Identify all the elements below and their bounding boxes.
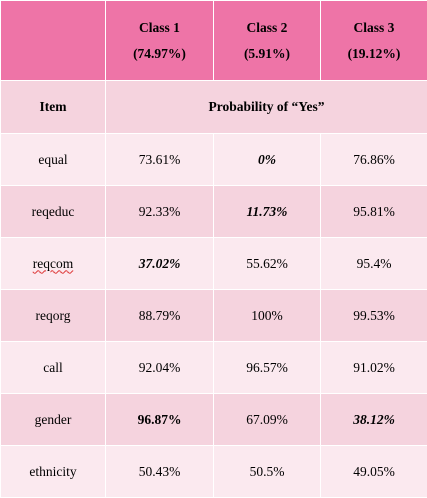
- item-name: equal: [1, 134, 106, 186]
- item-name: reqorg: [1, 290, 106, 342]
- item-name: reqcom: [1, 238, 106, 290]
- spellcheck-underline-text: reqcom: [33, 256, 73, 271]
- table-row: reqorg 88.79% 100% 99.53%: [1, 290, 427, 342]
- value-cell: 38.12%: [321, 394, 427, 446]
- value-cell: 92.04%: [106, 342, 214, 394]
- class-2-name: Class 2: [214, 15, 320, 41]
- value-cell: 95.4%: [321, 238, 427, 290]
- table-row: reqcom 37.02% 55.62% 95.4%: [1, 238, 427, 290]
- class-1-name: Class 1: [106, 15, 213, 41]
- value-cell: 99.53%: [321, 290, 427, 342]
- value-cell: 96.87%: [106, 394, 214, 446]
- probability-label: Probability of “Yes”: [106, 81, 427, 134]
- value-cell: 67.09%: [214, 394, 321, 446]
- value-cell: 76.86%: [321, 134, 427, 186]
- value-cell: 100%: [214, 290, 321, 342]
- class-2-header: Class 2 (5.91%): [214, 1, 321, 81]
- table-row: reqeduc 92.33% 11.73% 95.81%: [1, 186, 427, 238]
- class-3-name: Class 3: [321, 15, 427, 41]
- value-cell: 11.73%: [214, 186, 321, 238]
- class-3-share: (19.12%): [321, 41, 427, 67]
- value-cell: 95.81%: [321, 186, 427, 238]
- item-name: reqeduc: [1, 186, 106, 238]
- class-3-header: Class 3 (19.12%): [321, 1, 427, 81]
- item-name: gender: [1, 394, 106, 446]
- item-column-label: Item: [1, 81, 106, 134]
- value-cell: 73.61%: [106, 134, 214, 186]
- table-row: equal 73.61% 0% 76.86%: [1, 134, 427, 186]
- class-header-row: Class 1 (74.97%) Class 2 (5.91%) Class 3…: [1, 1, 427, 81]
- class-1-header: Class 1 (74.97%): [106, 1, 214, 81]
- class-1-share: (74.97%): [106, 41, 213, 67]
- subheader-row: Item Probability of “Yes”: [1, 81, 427, 134]
- corner-cell: [1, 1, 106, 81]
- value-cell: 96.57%: [214, 342, 321, 394]
- class-2-share: (5.91%): [214, 41, 320, 67]
- table-row: gender 96.87% 67.09% 38.12%: [1, 394, 427, 446]
- table-row: call 92.04% 96.57% 91.02%: [1, 342, 427, 394]
- value-cell: 92.33%: [106, 186, 214, 238]
- value-cell: 91.02%: [321, 342, 427, 394]
- value-cell: 0%: [214, 134, 321, 186]
- item-name: call: [1, 342, 106, 394]
- value-cell: 55.62%: [214, 238, 321, 290]
- value-cell: 37.02%: [106, 238, 214, 290]
- value-cell: 88.79%: [106, 290, 214, 342]
